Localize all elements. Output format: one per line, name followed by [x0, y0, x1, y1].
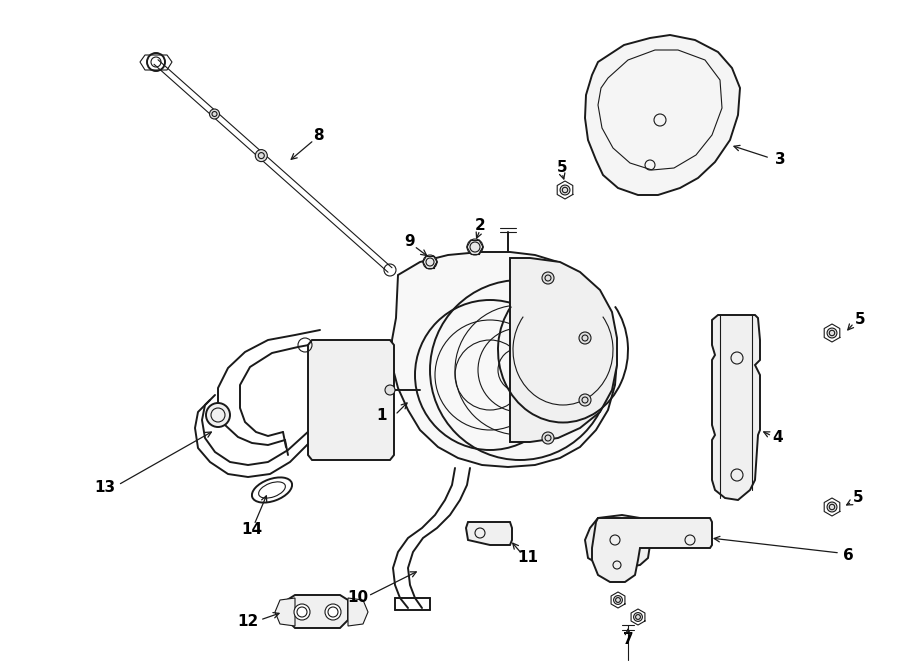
Polygon shape [585, 35, 740, 195]
Text: 8: 8 [312, 128, 323, 142]
Circle shape [614, 596, 623, 604]
Circle shape [467, 239, 483, 255]
Text: 5: 5 [855, 312, 865, 328]
Polygon shape [592, 518, 712, 582]
Circle shape [325, 604, 341, 620]
Text: 13: 13 [94, 481, 115, 495]
Circle shape [579, 394, 591, 406]
Circle shape [256, 150, 267, 162]
Text: 3: 3 [775, 152, 786, 167]
Circle shape [423, 255, 437, 269]
Text: 6: 6 [842, 547, 853, 563]
Text: 11: 11 [518, 551, 538, 565]
Text: 5: 5 [852, 491, 863, 506]
Polygon shape [712, 315, 760, 500]
Ellipse shape [252, 477, 292, 502]
Circle shape [560, 185, 570, 195]
Text: 4: 4 [773, 430, 783, 446]
Circle shape [385, 385, 395, 395]
Circle shape [827, 328, 837, 338]
Circle shape [542, 272, 554, 284]
Text: 2: 2 [474, 218, 485, 232]
Circle shape [294, 604, 310, 620]
Text: 7: 7 [623, 632, 634, 647]
Text: 14: 14 [241, 522, 263, 538]
Polygon shape [287, 595, 348, 628]
Text: 1: 1 [377, 408, 387, 422]
Polygon shape [275, 598, 295, 626]
Polygon shape [466, 522, 512, 545]
Polygon shape [585, 515, 650, 568]
Polygon shape [308, 340, 394, 460]
Circle shape [206, 403, 230, 427]
Ellipse shape [258, 482, 285, 498]
Text: 9: 9 [405, 234, 415, 250]
Polygon shape [392, 252, 617, 467]
Text: 12: 12 [238, 614, 258, 630]
Polygon shape [510, 258, 617, 442]
Circle shape [542, 432, 554, 444]
Text: 10: 10 [347, 591, 369, 606]
Circle shape [210, 109, 220, 119]
Polygon shape [348, 598, 368, 626]
Circle shape [827, 502, 837, 512]
Circle shape [634, 612, 643, 622]
Circle shape [579, 332, 591, 344]
Text: 5: 5 [557, 160, 567, 175]
